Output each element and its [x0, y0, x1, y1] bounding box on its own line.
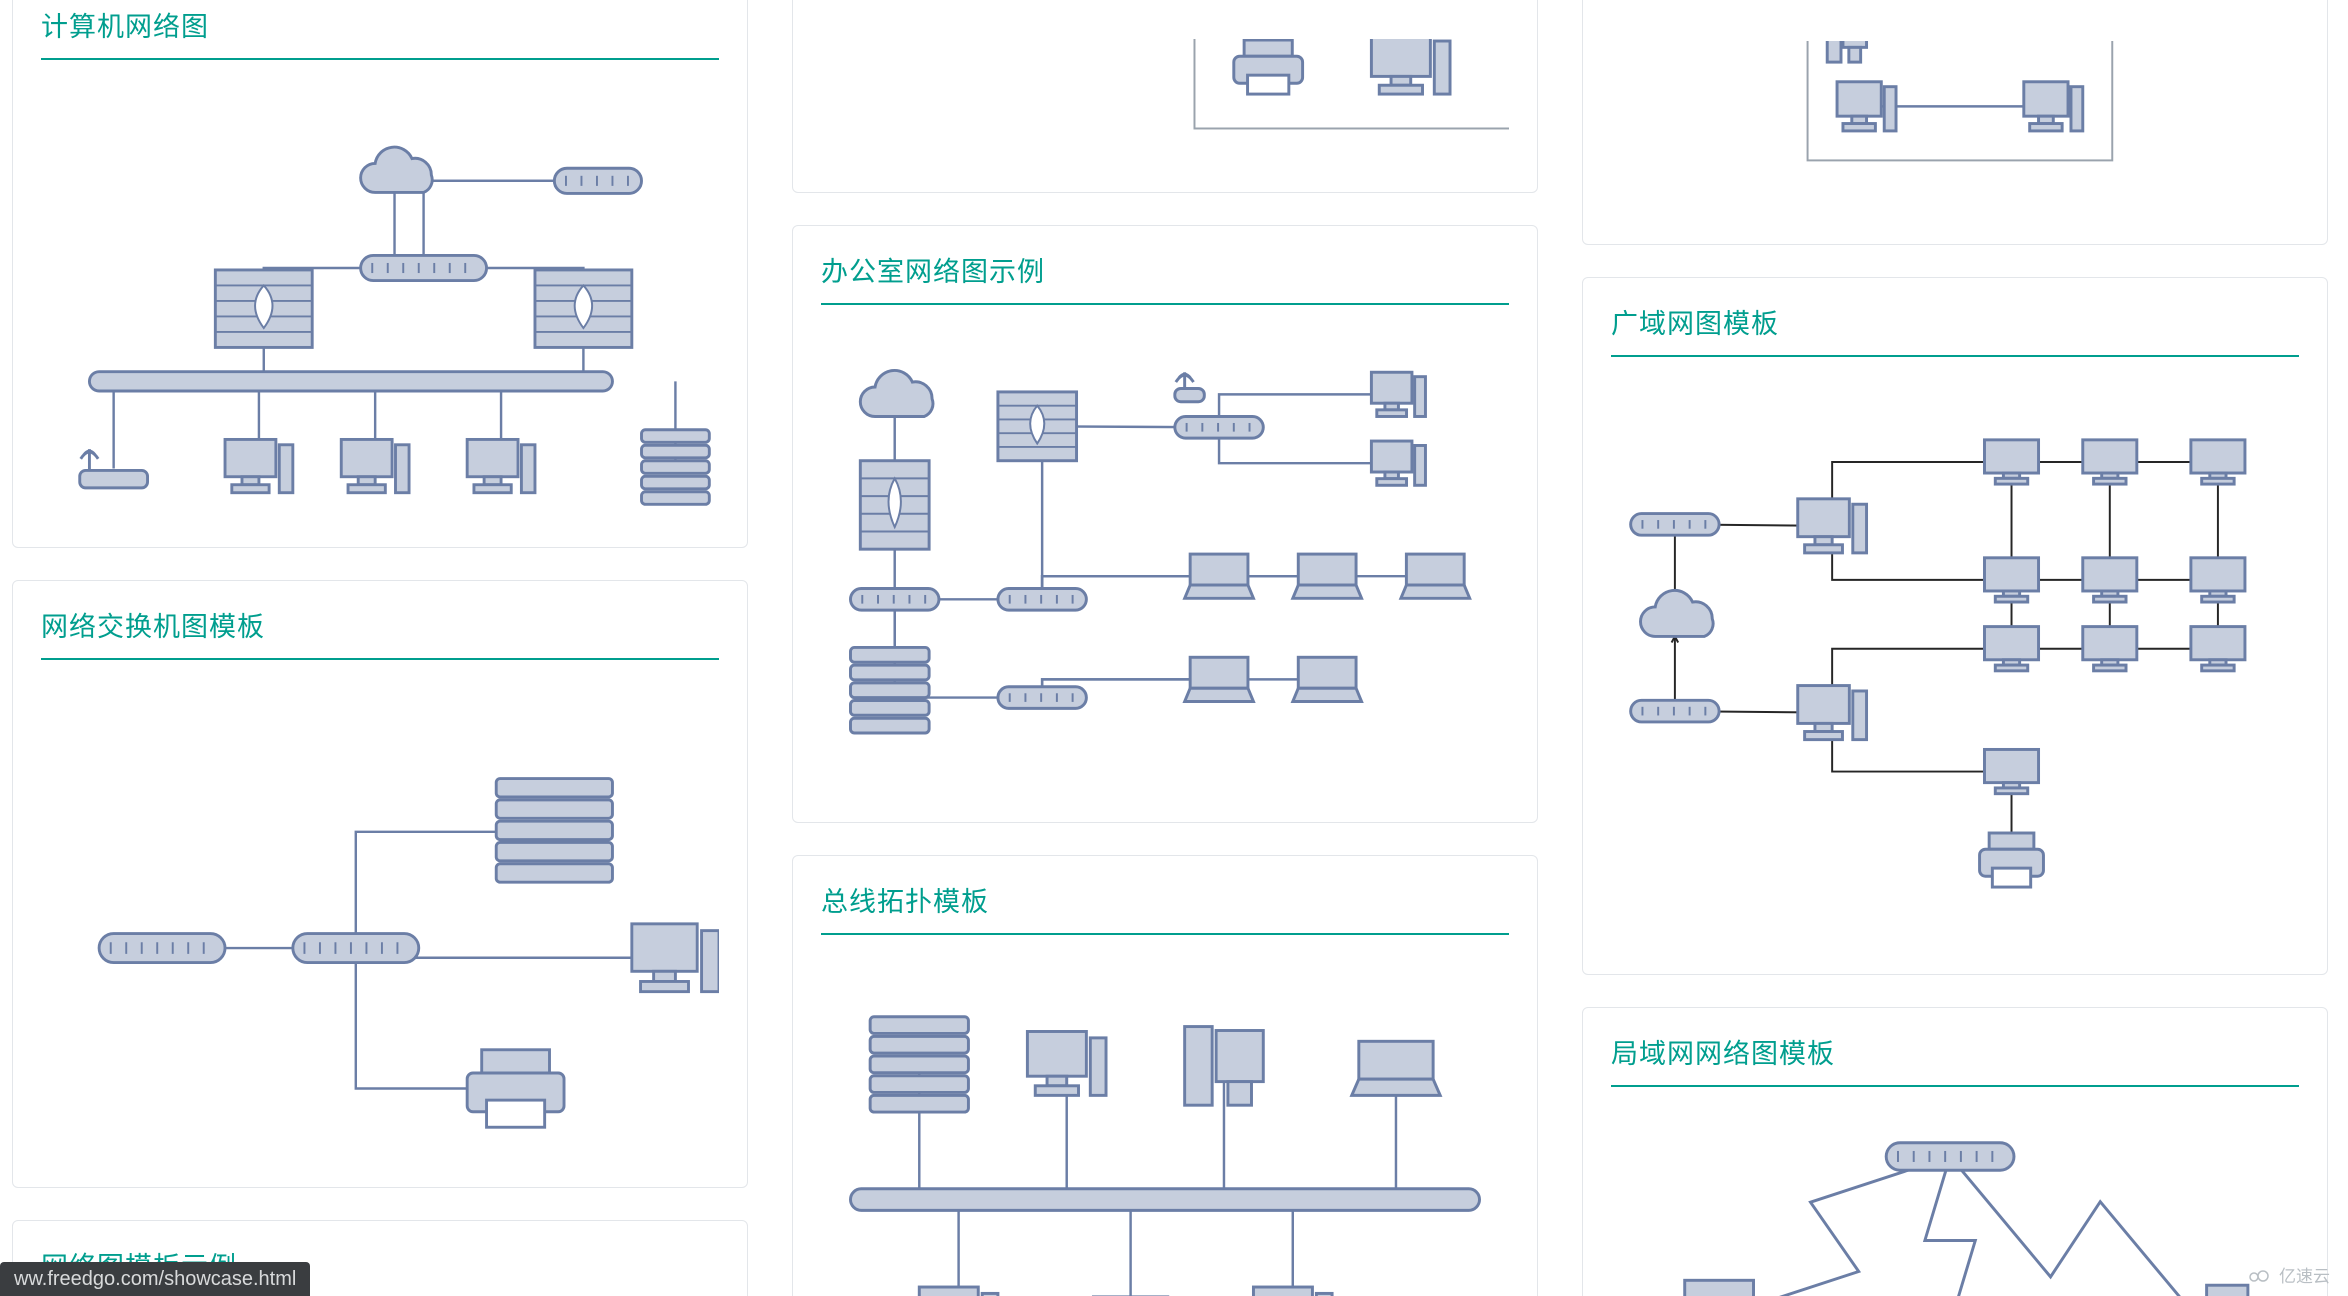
watermark: 亿速云: [2248, 1262, 2330, 1288]
template-card-partial_top2[interactable]: [1582, 0, 2328, 245]
page: 计算机网络图: [0, 0, 2348, 1296]
template-card-lan_template[interactable]: 局域网网络图模板: [1582, 1007, 2328, 1296]
column-3: 广域网图模板: [1570, 0, 2340, 1296]
template-card-computer_network[interactable]: 计算机网络图: [12, 0, 748, 548]
template-card-switch_template[interactable]: 网络交换机图模板: [12, 580, 748, 1188]
title-underline: [821, 933, 1509, 935]
column-1: 计算机网络图: [0, 0, 760, 1296]
status-bar-url: ww.freedgo.com/showcase.html: [0, 1262, 310, 1296]
diagram-thumbnail: [1611, 1111, 2299, 1296]
card-title: 广域网图模板: [1611, 302, 2299, 341]
watermark-text: 亿速云: [2279, 1267, 2330, 1286]
diagram-thumbnail: [41, 684, 719, 1159]
title-underline: [821, 303, 1509, 305]
watermark-logo-icon: [2248, 1268, 2270, 1288]
column-2: 办公室网络图示例: [780, 0, 1550, 1296]
card-title: 计算机网络图: [41, 5, 719, 44]
card-title: 总线拓扑模板: [821, 880, 1509, 919]
template-card-bus_topology[interactable]: 总线拓扑模板: [792, 855, 1538, 1296]
diagram-thumbnail: [821, 39, 1509, 164]
title-underline: [1611, 355, 2299, 357]
title-underline: [41, 58, 719, 60]
title-underline: [41, 658, 719, 660]
title-underline: [1611, 1085, 2299, 1087]
diagram-thumbnail: [1611, 41, 2299, 216]
card-title: 办公室网络图示例: [821, 250, 1509, 289]
template-card-office_network[interactable]: 办公室网络图示例: [792, 225, 1538, 823]
template-card-partial_top[interactable]: [792, 0, 1538, 193]
diagram-thumbnail: [821, 959, 1509, 1296]
diagram-thumbnail: [1611, 381, 2299, 946]
diagram-thumbnail: [41, 84, 719, 519]
card-title: 局域网网络图模板: [1611, 1032, 2299, 1071]
card-title: 网络交换机图模板: [41, 605, 719, 644]
diagram-thumbnail: [821, 329, 1509, 794]
template-card-wan_template[interactable]: 广域网图模板: [1582, 277, 2328, 975]
